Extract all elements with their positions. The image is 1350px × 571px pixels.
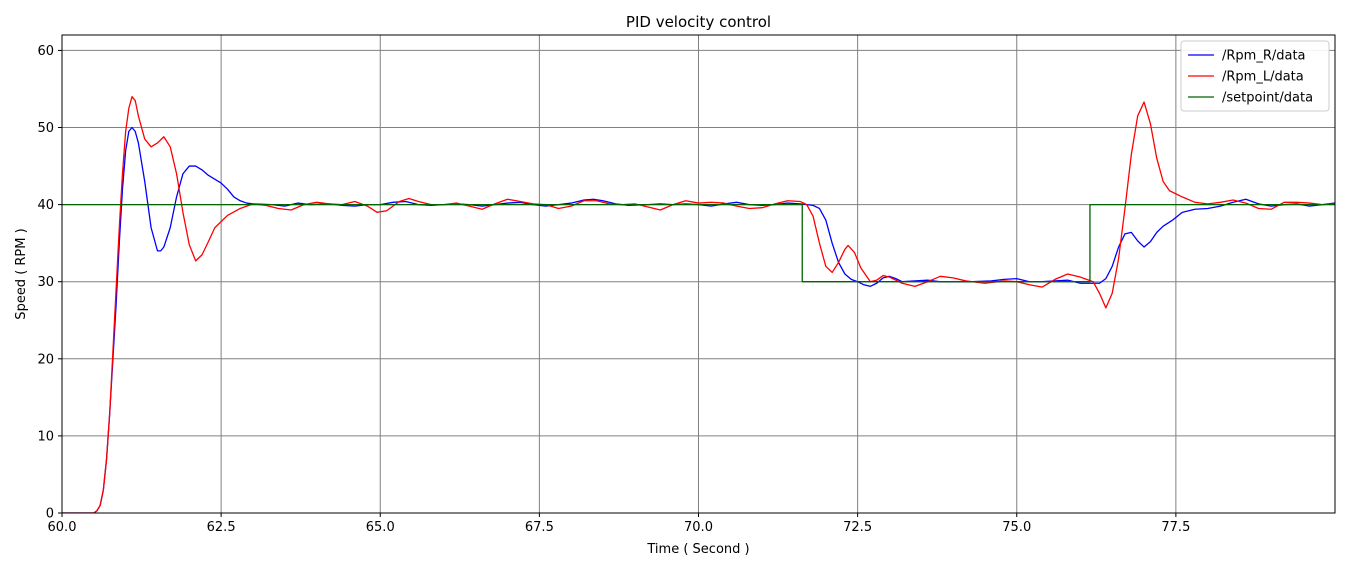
x-tick-label: 62.5 — [207, 520, 236, 535]
x-tick-label: 60.0 — [48, 520, 77, 535]
y-tick-label: 40 — [37, 198, 54, 213]
x-tick-label: 75.0 — [1002, 520, 1031, 535]
legend-label-rpm-r-data: /Rpm_R/data — [1222, 49, 1306, 64]
legend-label-rpm-l-data: /Rpm_L/data — [1222, 70, 1304, 85]
series-lines — [62, 96, 1335, 513]
axis-ticks: 60.0 62.5 65.0 67.5 70.0 72.5 75.0 77.5 0 10 20 30 4… — [37, 44, 1190, 535]
legend: /Rpm_R/data/Rpm_L/data/setpoint/data — [1180, 40, 1330, 112]
legend-box — [1180, 40, 1330, 112]
y-tick-label: 10 — [37, 429, 54, 444]
y-tick-label: 0 — [46, 507, 54, 522]
plot-frame — [61, 34, 1336, 514]
x-tick-label: 70.0 — [684, 520, 713, 535]
y-tick-label: 20 — [37, 352, 54, 367]
x-tick-label: 67.5 — [525, 520, 554, 535]
x-axis-title: Time ( Second ) — [646, 542, 749, 557]
x-tick-label: 65.0 — [366, 520, 395, 535]
y-tick-label: 50 — [37, 121, 54, 136]
x-tick-label: 77.5 — [1161, 520, 1190, 535]
series-line-setpoint-data — [62, 203, 1335, 283]
y-tick-label: 60 — [37, 44, 54, 59]
chart-title: PID velocity control — [626, 13, 771, 31]
y-tick-label: 30 — [37, 275, 54, 290]
legend-label-setpoint-data: /setpoint/data — [1222, 91, 1313, 106]
x-tick-label: 72.5 — [843, 520, 872, 535]
y-axis-title: Speed ( RPM ) — [14, 228, 29, 319]
